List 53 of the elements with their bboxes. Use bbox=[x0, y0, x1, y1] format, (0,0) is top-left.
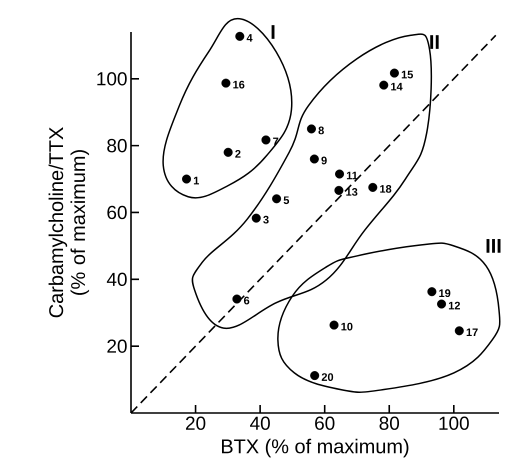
point bbox=[306, 124, 316, 134]
point bbox=[437, 300, 446, 309]
x-tick-label: 100 bbox=[439, 416, 469, 430]
y-axis-title: Carbamylcholine/TTX (% of maximum) bbox=[48, 127, 90, 318]
annotation: 19 bbox=[439, 289, 450, 298]
point bbox=[335, 170, 344, 179]
annotation: 16 bbox=[233, 80, 244, 89]
point bbox=[368, 182, 378, 192]
annotation: 12 bbox=[448, 302, 460, 310]
point bbox=[330, 320, 339, 330]
y-tick-label: 20 bbox=[107, 339, 127, 353]
annotation: 20 bbox=[322, 373, 334, 381]
annotation: I bbox=[272, 25, 274, 39]
point bbox=[252, 214, 261, 223]
point bbox=[390, 68, 399, 78]
x-axis-title: BTX (% of maximum) bbox=[222, 438, 408, 458]
point bbox=[334, 186, 344, 195]
annotation: 1 bbox=[194, 176, 200, 184]
annotation: 15 bbox=[402, 70, 413, 78]
annotation: 11 bbox=[346, 172, 358, 180]
x-tick-label: 60 bbox=[315, 416, 334, 430]
point bbox=[224, 148, 233, 157]
annotation: 17 bbox=[466, 328, 478, 336]
y-tick-label: 60 bbox=[107, 206, 127, 220]
annotation: 6 bbox=[244, 296, 250, 304]
annotation: 5 bbox=[284, 196, 290, 204]
annotation: 14 bbox=[391, 82, 403, 90]
annotation: 9 bbox=[321, 156, 327, 164]
x-tick-label: 80 bbox=[380, 416, 400, 430]
point bbox=[272, 194, 282, 204]
annotation: 8 bbox=[318, 126, 324, 134]
x-tick-label: 40 bbox=[250, 416, 270, 430]
point bbox=[182, 174, 192, 184]
point bbox=[427, 287, 436, 296]
annotation: 4 bbox=[246, 34, 253, 42]
y-tick-label: 40 bbox=[106, 272, 127, 286]
point bbox=[379, 80, 388, 90]
x-tick-label: 20 bbox=[186, 416, 206, 430]
point bbox=[454, 326, 464, 336]
point bbox=[310, 371, 320, 380]
annotation: 3 bbox=[263, 216, 269, 224]
point bbox=[310, 154, 319, 164]
annotation: 18 bbox=[380, 185, 392, 193]
y-tick-label: 100 bbox=[97, 72, 127, 86]
point bbox=[235, 32, 244, 41]
annotation: III bbox=[486, 239, 500, 253]
point bbox=[221, 78, 230, 88]
annotation: 10 bbox=[341, 322, 352, 330]
point bbox=[261, 135, 270, 144]
point bbox=[232, 294, 242, 304]
annotation: 2 bbox=[235, 150, 241, 158]
y-tick-label: 80 bbox=[107, 138, 127, 152]
annotation: II bbox=[430, 35, 439, 49]
